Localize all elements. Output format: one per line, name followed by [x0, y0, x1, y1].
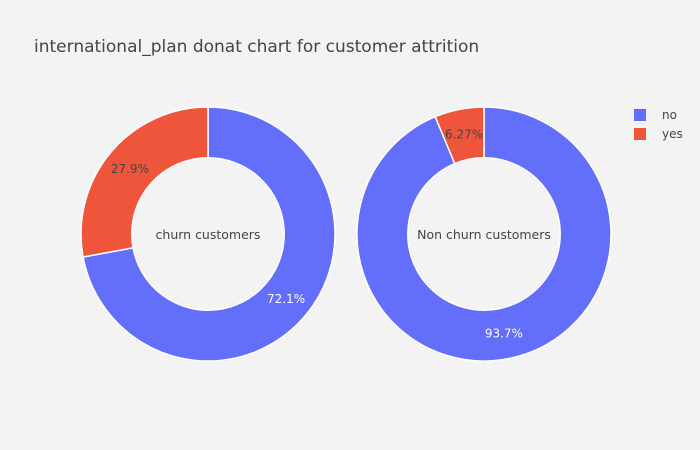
slice-no[interactable]: [82, 106, 336, 362]
chart-title: international_plan donat chart for custo…: [34, 37, 479, 57]
slice-yes[interactable]: [434, 106, 485, 165]
legend-label-yes: yes: [662, 127, 683, 141]
slice-label-yes: 27.9%: [111, 162, 149, 176]
slice-no[interactable]: [356, 106, 612, 362]
legend-item-yes[interactable]: yes: [634, 127, 683, 141]
donut-1: 72.1% 27.9% churn customers: [80, 106, 336, 362]
legend-swatch-no: [634, 109, 646, 121]
slice-label-no: 72.1%: [267, 292, 305, 306]
legend-item-no[interactable]: no: [634, 108, 677, 122]
donut-2: 93.7% 6.27% Non churn customers: [356, 106, 612, 362]
slice-yes[interactable]: [80, 106, 209, 258]
legend-swatch-yes: [634, 128, 646, 140]
slice-label-no: 93.7%: [485, 327, 523, 341]
slice-label-yes: 6.27%: [445, 127, 483, 141]
donut-center-label: churn customers: [156, 227, 261, 242]
legend-label-no: no: [662, 108, 677, 122]
donut-center-label: Non churn customers: [417, 227, 551, 242]
legend: no yes: [634, 108, 683, 141]
